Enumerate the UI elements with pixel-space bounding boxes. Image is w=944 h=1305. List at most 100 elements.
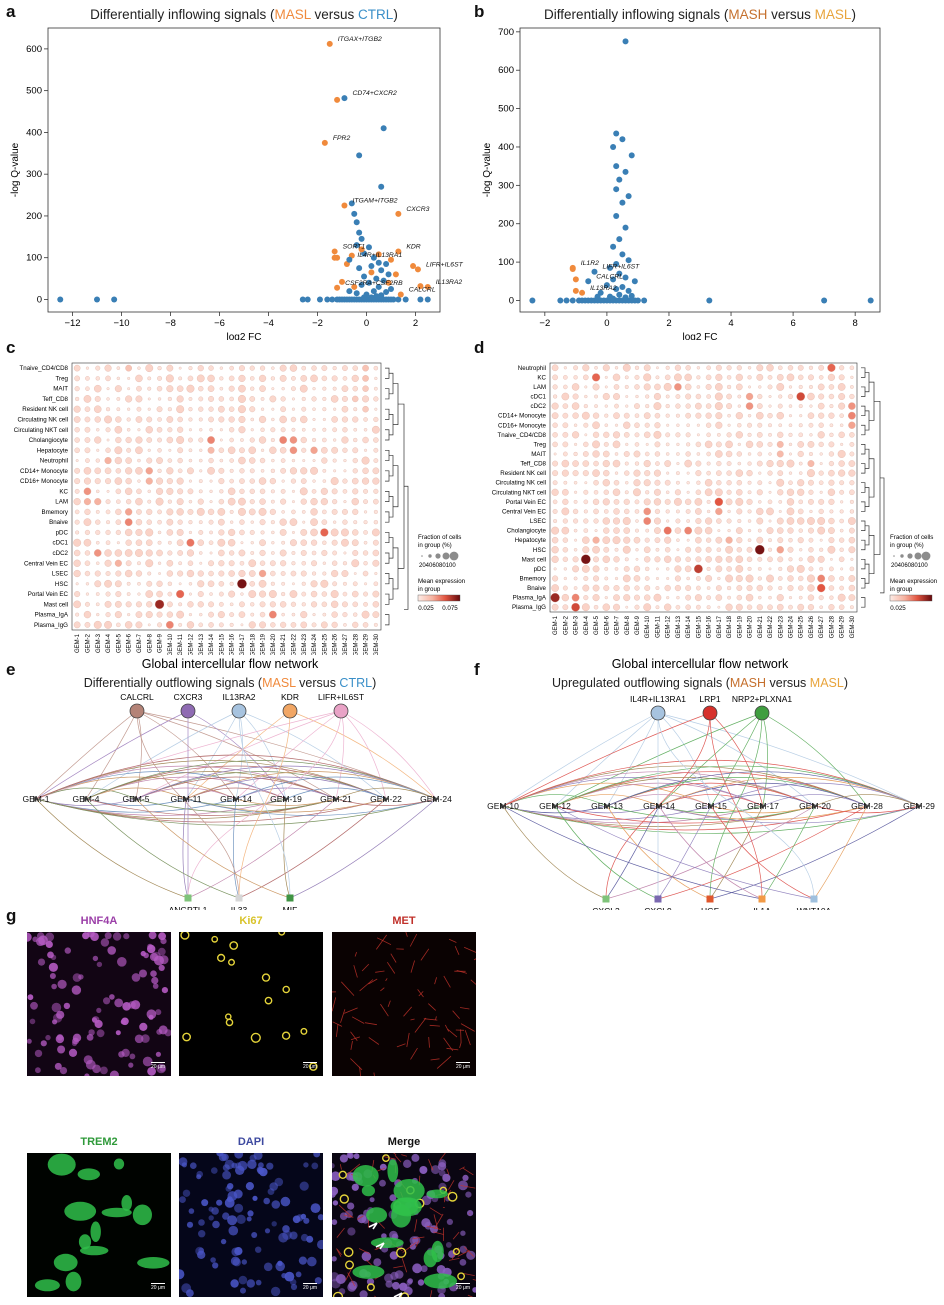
dot — [166, 611, 173, 618]
dot — [695, 393, 702, 400]
dot — [271, 530, 275, 535]
dot — [145, 611, 153, 619]
dot — [715, 594, 723, 601]
dot — [137, 581, 141, 586]
cell-nucleus — [271, 1200, 281, 1209]
dot — [653, 498, 662, 506]
micrograph-render — [179, 932, 323, 1076]
dot — [705, 517, 713, 525]
cell-nucleus — [142, 1056, 153, 1067]
dot — [562, 498, 569, 505]
dot — [147, 499, 152, 504]
ki67-cell — [300, 1027, 308, 1035]
dendrogram-branch — [385, 511, 390, 523]
ki67-cell — [225, 1018, 234, 1027]
dot — [352, 581, 358, 587]
image-caption: MET — [392, 915, 416, 927]
dot — [196, 374, 205, 383]
dot — [634, 432, 640, 438]
x-tick-label: −6 — [214, 318, 225, 329]
dot — [572, 556, 579, 563]
dot — [105, 499, 111, 505]
dot — [84, 426, 91, 433]
edge-gem-arc — [814, 794, 920, 807]
dot — [746, 556, 753, 563]
data-point — [385, 271, 392, 278]
dot — [198, 520, 203, 525]
dot — [73, 549, 81, 557]
dot — [829, 509, 834, 514]
dot — [622, 363, 631, 372]
dot — [654, 451, 661, 457]
column-label: GEM-23 — [302, 633, 308, 655]
dot — [218, 478, 225, 485]
dot — [819, 462, 823, 465]
cell-nucleus — [155, 1051, 161, 1057]
dot — [301, 365, 306, 371]
panel-label-d: d — [474, 338, 485, 357]
membrane-signal — [460, 1185, 476, 1189]
flow-network-e: Global intercellular flow networkDiffere… — [23, 657, 453, 910]
cell-nucleus — [86, 1034, 94, 1041]
data-point — [867, 297, 874, 304]
dot — [114, 446, 123, 455]
dot — [177, 488, 184, 495]
dot — [249, 581, 256, 587]
data-point — [706, 297, 713, 304]
column-label: GEM-12 — [188, 633, 194, 655]
scale-bar-line — [303, 1062, 317, 1063]
cell-nucleus — [445, 1242, 452, 1248]
dot — [561, 392, 570, 401]
ki67-cell — [216, 953, 226, 963]
cell-nucleus — [317, 1214, 323, 1221]
dot — [604, 375, 608, 379]
membrane-signal — [336, 1227, 345, 1238]
dot — [330, 590, 339, 598]
row-label: Neutrophil — [40, 458, 68, 465]
dot — [228, 570, 235, 577]
y-tick-label: 500 — [26, 86, 42, 97]
dot — [250, 541, 254, 545]
dot — [322, 468, 327, 473]
dot — [250, 376, 255, 381]
dot — [280, 571, 286, 576]
dot — [146, 508, 153, 515]
dot — [219, 458, 224, 463]
dot — [747, 422, 752, 428]
dot — [270, 499, 275, 504]
cell-nucleus — [198, 1219, 205, 1226]
cell-nucleus — [190, 1162, 197, 1169]
dot — [552, 460, 559, 467]
edge-signal-gem — [35, 710, 138, 800]
point-label: CXCR3 — [406, 206, 429, 213]
dot — [83, 518, 92, 527]
dot — [561, 459, 570, 468]
cell-nucleus — [228, 1225, 239, 1236]
legend-colorbar — [417, 594, 461, 602]
dot — [310, 466, 318, 475]
dot — [696, 585, 701, 591]
dot — [643, 498, 651, 506]
dot — [685, 509, 691, 514]
edge-gem-target — [554, 805, 659, 900]
network-subtitle: Differentially outflowing signals (MASL … — [84, 676, 377, 690]
dot — [85, 582, 90, 586]
dot — [259, 601, 266, 608]
dot — [250, 602, 255, 607]
dot — [674, 373, 682, 382]
cell-nucleus — [366, 1278, 375, 1286]
dot — [551, 364, 559, 372]
dot — [572, 470, 579, 477]
dot — [848, 575, 856, 582]
dot — [115, 488, 122, 495]
dot — [258, 569, 267, 578]
dot — [373, 520, 378, 525]
dot — [75, 530, 80, 535]
dot — [364, 448, 368, 452]
dot — [745, 593, 754, 602]
dot — [187, 488, 194, 495]
dot — [259, 590, 267, 598]
dot — [280, 467, 286, 474]
data-point — [361, 294, 368, 301]
dot — [706, 461, 711, 466]
